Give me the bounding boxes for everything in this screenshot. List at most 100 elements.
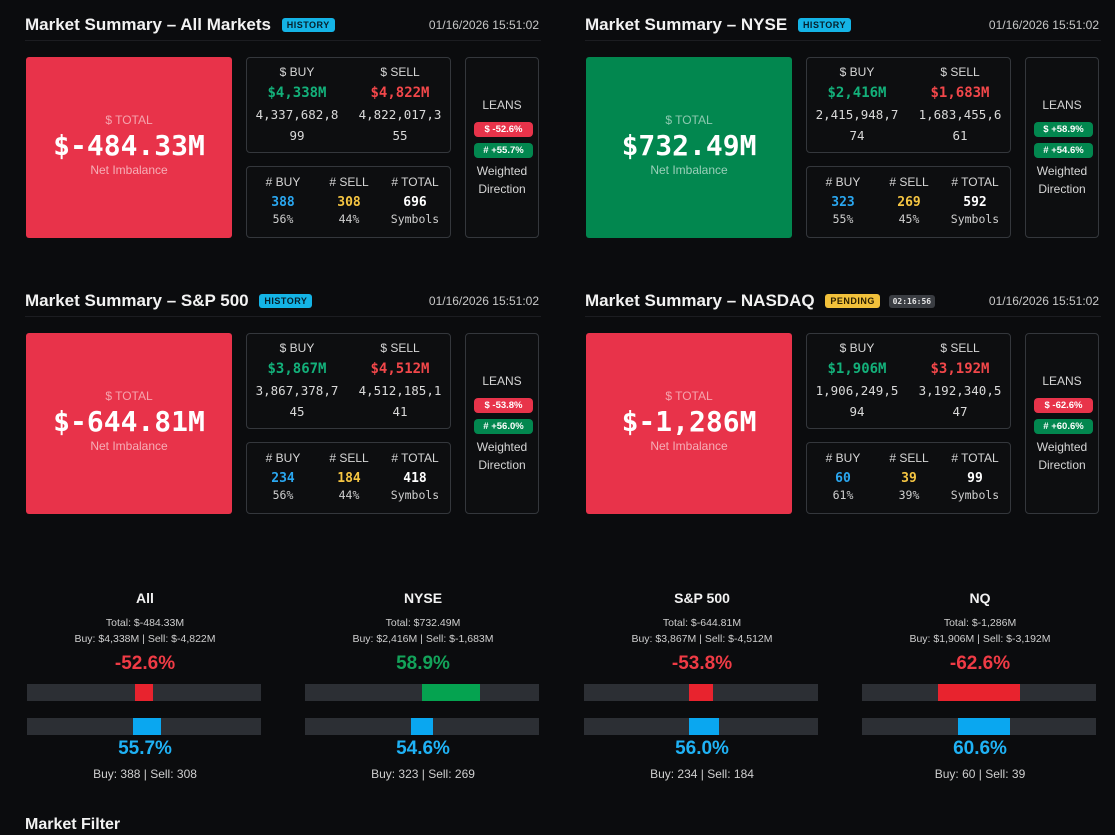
count-buy-column: # BUY 323 55% xyxy=(809,175,877,226)
net-imbalance-tile: $ TOTAL $-1,286M Net Imbalance xyxy=(586,333,792,514)
dollar-buy-short: $1,906M xyxy=(827,361,887,377)
leans-footer: Weighted Direction xyxy=(1026,438,1098,474)
count-buy-percent: 55% xyxy=(832,212,854,226)
panel-header: Market Summary – All Markets HISTORY 01/… xyxy=(25,7,541,41)
market-summary-panel: Market Summary – All Markets HISTORY 01/… xyxy=(13,7,553,247)
gauge-buysell-line: Buy: $1,906M | Sell: $-3,192M xyxy=(909,633,1051,645)
panel-timestamp: 01/16/2026 15:51:02 xyxy=(988,18,1099,32)
panel-timestamp: 01/16/2026 15:51:02 xyxy=(988,294,1099,308)
leans-footer-line2: Direction xyxy=(478,458,526,472)
count-sell-column: # SELL 308 44% xyxy=(315,175,383,226)
count-sell-percent: 45% xyxy=(898,212,920,226)
count-sell-value: 39 xyxy=(901,471,917,486)
panel-header: Market Summary – NYSE HISTORY 01/16/2026… xyxy=(585,7,1101,41)
dollar-lean-bar xyxy=(27,684,261,701)
count-buy-value: 323 xyxy=(831,195,855,210)
count-total-column: # TOTAL 99 Symbols xyxy=(941,451,1009,502)
count-sell-percent: 39% xyxy=(898,488,920,502)
dollar-lean-percent: 58.9% xyxy=(396,653,450,674)
leans-title: LEANS xyxy=(1042,374,1082,388)
leans-title: LEANS xyxy=(1042,98,1082,112)
dollar-lean-pill: $ -62.6% xyxy=(1034,398,1093,413)
dollar-sell-column: $ SELL $4,822M 4,822,017,355 xyxy=(350,65,450,146)
count-sell-header: # SELL xyxy=(889,451,929,465)
count-sell-column: # SELL 39 39% xyxy=(875,451,943,502)
dollar-sell-column: $ SELL $4,512M 4,512,185,141 xyxy=(350,341,450,422)
count-lean-pill: # +56.0% xyxy=(474,419,533,434)
leans-title: LEANS xyxy=(482,98,522,112)
dollar-buy-short: $4,338M xyxy=(267,85,327,101)
count-total-column: # TOTAL 418 Symbols xyxy=(381,451,449,502)
market-summary-panel: Market Summary – NYSE HISTORY 01/16/2026… xyxy=(573,7,1113,247)
dollar-sell-header: $ SELL xyxy=(380,341,420,355)
dollar-lean-bar xyxy=(584,684,818,701)
dollar-buy-raw: 4,337,682,899 xyxy=(255,107,339,143)
gauge-total-line: Total: $-644.81M xyxy=(662,617,742,629)
count-total-sub: Symbols xyxy=(390,212,440,226)
count-lean-percent: 55.7% xyxy=(118,738,172,759)
count-sell-value: 184 xyxy=(337,471,361,486)
gauge-title: S&P 500 xyxy=(674,590,730,606)
history-badge[interactable]: HISTORY xyxy=(797,18,851,32)
pending-badge[interactable]: PENDING xyxy=(825,294,880,308)
dollar-volume-card: $ BUY $2,416M 2,415,948,774 $ SELL $1,68… xyxy=(806,57,1011,153)
dollar-buy-raw: 2,415,948,774 xyxy=(815,107,899,143)
count-buy-header: # BUY xyxy=(265,451,301,465)
count-buy-percent: 56% xyxy=(272,488,294,502)
history-badge[interactable]: HISTORY xyxy=(281,18,335,32)
count-sell-header: # SELL xyxy=(329,175,369,189)
count-sell-percent: 44% xyxy=(338,212,360,226)
market-summary-panel: Market Summary – NASDAQ PENDING 02:16:56… xyxy=(573,283,1113,523)
leans-card: LEANS $ +58.9% # +54.6% Weighted Directi… xyxy=(1025,57,1099,238)
panel-timestamp: 01/16/2026 15:51:02 xyxy=(428,18,539,32)
dollar-sell-raw: 3,192,340,547 xyxy=(918,383,1002,419)
count-buy-column: # BUY 234 56% xyxy=(249,451,317,502)
total-value: $-644.81M xyxy=(53,405,205,438)
dollar-lean-fill xyxy=(422,684,481,701)
dollar-sell-header: $ SELL xyxy=(380,65,420,79)
dollar-lean-bar xyxy=(305,684,539,701)
count-lean-fill xyxy=(132,718,161,735)
count-buy-header: # BUY xyxy=(825,175,861,189)
count-lean-percent: 54.6% xyxy=(396,738,450,759)
count-sell-percent: 44% xyxy=(338,488,360,502)
panel-title: Market Summary – NYSE xyxy=(585,15,788,34)
count-total-sub: Symbols xyxy=(390,488,440,502)
dollar-lean-percent: -53.8% xyxy=(671,653,733,674)
history-badge[interactable]: HISTORY xyxy=(259,294,313,308)
net-imbalance-label: Net Imbalance xyxy=(90,163,168,177)
dollar-sell-header: $ SELL xyxy=(940,341,980,355)
market-filter-title: Market Filter xyxy=(25,816,121,833)
total-value: $732.49M xyxy=(621,129,757,162)
symbol-count-card: # BUY 388 56% # SELL 308 44% # TOTAL 696… xyxy=(246,166,451,238)
count-buy-column: # BUY 60 61% xyxy=(809,451,877,502)
count-lean-bar xyxy=(584,718,818,735)
countdown-timer: 02:16:56 xyxy=(888,295,936,308)
leans-footer-line1: Weighted xyxy=(476,440,528,454)
gauge-count-footer: Buy: 60 | Sell: 39 xyxy=(934,767,1026,781)
count-buy-value: 388 xyxy=(271,195,295,210)
dollar-buy-short: $3,867M xyxy=(267,361,327,377)
count-buy-value: 234 xyxy=(271,471,295,486)
panel-title-wrap: Market Summary – NYSE HISTORY xyxy=(585,15,851,35)
gauge-buysell-line: Buy: $2,416M | Sell: $-1,683M xyxy=(352,633,494,645)
net-imbalance-tile: $ TOTAL $732.49M Net Imbalance xyxy=(586,57,792,238)
net-imbalance-label: Net Imbalance xyxy=(90,439,168,453)
dollar-buy-header: $ BUY xyxy=(839,341,875,355)
count-total-header: # TOTAL xyxy=(951,451,999,465)
count-buy-column: # BUY 388 56% xyxy=(249,175,317,226)
dollar-sell-short: $1,683M xyxy=(930,85,990,101)
dollar-sell-column: $ SELL $3,192M 3,192,340,547 xyxy=(910,341,1010,422)
dollar-lean-pill: $ -52.6% xyxy=(474,122,533,137)
dollar-lean-bar xyxy=(862,684,1096,701)
count-total-value: 696 xyxy=(403,195,427,210)
leans-card: LEANS $ -52.6% # +55.7% Weighted Directi… xyxy=(465,57,539,238)
panel-title-wrap: Market Summary – NASDAQ PENDING 02:16:56 xyxy=(585,291,936,311)
dollar-lean-percent: -52.6% xyxy=(114,653,176,674)
count-lean-fill xyxy=(689,718,719,735)
count-buy-value: 60 xyxy=(835,471,851,486)
leans-footer-line1: Weighted xyxy=(1036,164,1088,178)
count-sell-value: 308 xyxy=(337,195,361,210)
dollar-lean-fill xyxy=(937,684,1021,701)
panel-title-wrap: Market Summary – All Markets HISTORY xyxy=(25,15,335,35)
